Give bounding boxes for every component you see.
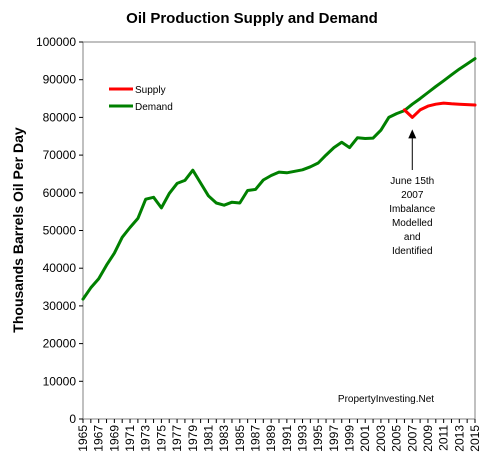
annotation-line: Modelled (392, 218, 433, 229)
annotation-arrow-head (408, 129, 417, 139)
y-tick-label: 70000 (43, 148, 77, 162)
x-tick-label: 1979 (186, 425, 200, 452)
x-tick-label: 2005 (390, 425, 404, 452)
x-tick-label: 2013 (452, 425, 466, 452)
annotation: June 15th 2007 Imbalance Modelled and Identif… (389, 129, 436, 257)
x-tick-label: 1967 (92, 425, 106, 452)
x-tick-label: 2003 (374, 425, 388, 452)
chart-title: Oil Production Supply and Demand (126, 10, 378, 27)
x-tick-label: 1969 (107, 425, 121, 452)
y-axis-label: Thousands Barrels Oil Per Day (10, 127, 26, 333)
x-tick-label: 1995 (311, 425, 325, 452)
x-tick-label: 1993 (296, 425, 310, 452)
series-lines (81, 57, 477, 301)
y-tick-label: 0 (69, 412, 76, 426)
x-tick-label: 1975 (154, 425, 168, 452)
x-tick-label: 2009 (421, 425, 435, 452)
y-tick-label: 90000 (43, 73, 77, 87)
y-tick-label: 10000 (43, 374, 77, 388)
legend-label-supply: Supply (135, 85, 166, 96)
legend-items: Supply Demand (109, 85, 173, 113)
annotation-line: Imbalance (389, 204, 436, 215)
y-tick-label: 80000 (43, 110, 77, 124)
x-tick-label: 2015 (468, 425, 482, 452)
y-axis: 0 10000 20000 30000 40000 50000 60000 70000 8000… (36, 35, 83, 426)
x-tick-label: 1971 (123, 425, 137, 452)
x-tick-label: 1987 (248, 425, 262, 452)
y-tick-label: 50000 (43, 224, 77, 238)
watermark-text: PropertyInvesting.Net (338, 394, 434, 405)
x-tick-label: 1997 (327, 425, 341, 452)
y-tick-label: 100000 (36, 35, 76, 49)
y-tick-label: 30000 (43, 299, 77, 313)
x-tick-label: 1977 (170, 425, 184, 452)
annotation-line: June 15th (390, 176, 434, 187)
x-tick-label: 2007 (405, 425, 419, 452)
x-tick-label: 1991 (280, 425, 294, 452)
x-tick-label: 1973 (139, 425, 153, 452)
annotation-line: Identified (392, 246, 433, 257)
legend-label-demand: Demand (135, 102, 173, 113)
legend: Supply Demand (109, 85, 173, 113)
x-tick-label: 1981 (201, 425, 215, 452)
plot-border (82, 41, 476, 420)
x-tick-label: 1999 (343, 425, 357, 452)
y-tick-label: 60000 (43, 186, 77, 200)
annotation-line: 2007 (401, 190, 424, 201)
plot-area (82, 41, 476, 420)
x-tick-label: 1965 (76, 425, 90, 452)
x-axis: 1965 1967 1969 1971 1973 1975 1977 1979 1981 1983… (76, 419, 482, 452)
annotation-line: and (404, 232, 421, 243)
y-tick-label: 40000 (43, 261, 77, 275)
x-tick-label: 1989 (264, 425, 278, 452)
x-tick-label: 1985 (233, 425, 247, 452)
x-tick-label: 1983 (217, 425, 231, 452)
series-line-demand (81, 57, 477, 301)
annotation-text: June 15th 2007 Imbalance Modelled and Identif… (389, 176, 436, 257)
y-tick-label: 20000 (43, 337, 77, 351)
x-tick-label: 2011 (437, 425, 451, 451)
series-line-supply (402, 101, 477, 119)
x-tick-label: 2001 (358, 425, 372, 452)
